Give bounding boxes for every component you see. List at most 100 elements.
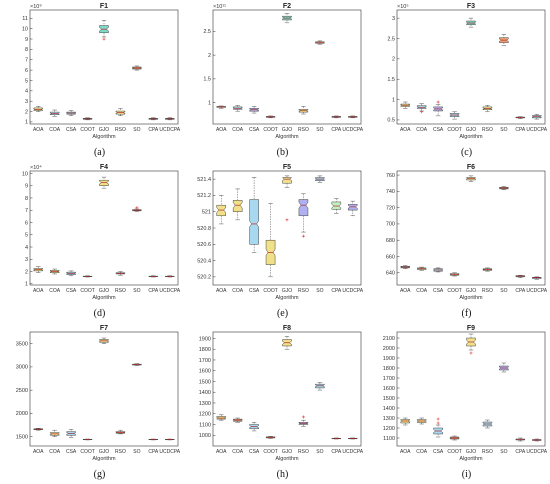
box-csa [249,177,259,253]
chart-title: F5 [283,164,291,171]
x-tick-label: AOA [400,127,411,133]
y-tick-label: 1900 [199,336,211,342]
box-csa [433,417,443,438]
outlier-mark [436,100,440,104]
y-tick-label: 1100 [383,436,395,442]
plot-frame [29,331,179,447]
x-tick-label: SO [500,127,507,133]
x-tick-label: RSO [298,449,309,455]
box-gjo [466,17,476,28]
y-tick-label: 1200 [383,426,395,432]
box-rso [482,267,493,272]
x-tick-label: COA [49,288,61,294]
x-tick-label: CSA [249,449,260,455]
box-cpa [515,116,526,119]
y-tick-label: 1500 [16,434,28,440]
box-coot [82,275,93,278]
y-tick-label: 2100 [383,336,395,342]
subfigure-caption: (b) [277,147,289,158]
box-body [298,199,309,217]
x-tick-label: COOT [263,288,277,294]
y-tick-label: 2 [25,109,28,115]
x-tick-label: COA [416,449,428,455]
box-aoa [400,265,410,269]
x-tick-label: CPA [515,449,526,455]
box-cpa [515,437,526,442]
x-tick-label: COOT [447,449,461,455]
y-tick-label: 2000 [16,411,28,417]
outlier-mark [301,234,305,238]
y-tick-label: 660 [386,254,395,260]
box-coa [232,417,243,423]
y-tick-label: 1.5 [203,77,211,83]
y-tick-label: 2.5 [203,29,211,35]
x-tick-label: CPA [148,449,159,455]
box-cpa [148,438,159,441]
x-tick-label: RSO [115,288,126,294]
subfigure-caption: (c) [461,147,472,158]
box-csa [249,422,259,432]
x-tick-label: COOT [447,288,461,294]
box-rso [482,105,493,113]
y-tick-label: 2 [392,57,395,63]
outlier-mark [469,351,473,355]
x-tick-label: SO [316,288,323,294]
x-tick-label: CPA [148,127,159,133]
y-tick-label: 521.2 [197,193,211,199]
x-tick-label: UCDCPA [159,288,180,294]
y-tick-label: 1900 [383,356,395,362]
x-tick-label: GJO [282,449,292,455]
box-coot [82,438,93,441]
y-tick-label: 520.8 [197,226,211,232]
y-tick-label: 3 [25,99,28,105]
box-rso [298,193,309,238]
x-tick-label: COOT [263,127,277,133]
x-tick-label: CSA [249,127,260,133]
box-cpa [331,198,342,214]
box-ucdcpa [348,437,358,440]
y-tick-label: 9 [25,184,28,190]
x-tick-label: GJO [466,127,476,133]
chart-title: F3 [467,3,475,10]
y-tick-label: 521.4 [197,177,211,183]
box-ucdcpa [532,276,542,280]
x-tick-label: AOA [33,288,44,294]
x-axis-label: Algorithm [459,456,483,462]
box-coa [49,429,60,437]
box-rso [115,108,126,116]
box-so [132,206,142,212]
box-cpa [148,117,159,121]
box-so [132,65,142,71]
box-ucdcpa [532,113,542,120]
box-coa [232,188,243,221]
x-tick-label: SO [133,288,140,294]
y-tick-label: 720 [386,205,395,211]
x-tick-label: COA [232,127,244,133]
boxplot-f7: F7 1500 2000 2500 3000 3500 AOA COA CSA COOT GJO RS… [16,325,181,480]
box-csa [66,428,76,438]
x-axis-label: Algorithm [92,134,116,140]
x-tick-label: AOA [216,449,227,455]
y-tick-label: 1500 [383,396,395,402]
y-tick-label: 0.5 [387,118,395,124]
box-coa [416,266,427,271]
x-tick-label: CPA [148,288,159,294]
x-tick-label: SO [500,449,507,455]
x-tick-label: GJO [99,449,109,455]
box-ucdcpa [532,438,542,442]
plot-frame [396,331,546,447]
outlier-mark [135,206,139,210]
box-ucdcpa [165,117,175,121]
x-axis-label: Algorithm [459,134,483,140]
box-body [216,204,226,217]
x-tick-label: AOA [216,288,227,294]
y-tick-label: 1600 [383,386,395,392]
box-coa [49,268,60,275]
y-tick-label: 2 [208,53,211,59]
x-tick-label: CPA [331,288,342,294]
outlier-mark [436,417,440,421]
y-tick-label: 520.6 [197,242,211,248]
y-tick-label: 1400 [199,390,211,396]
y-tick-label: 1 [25,282,28,288]
